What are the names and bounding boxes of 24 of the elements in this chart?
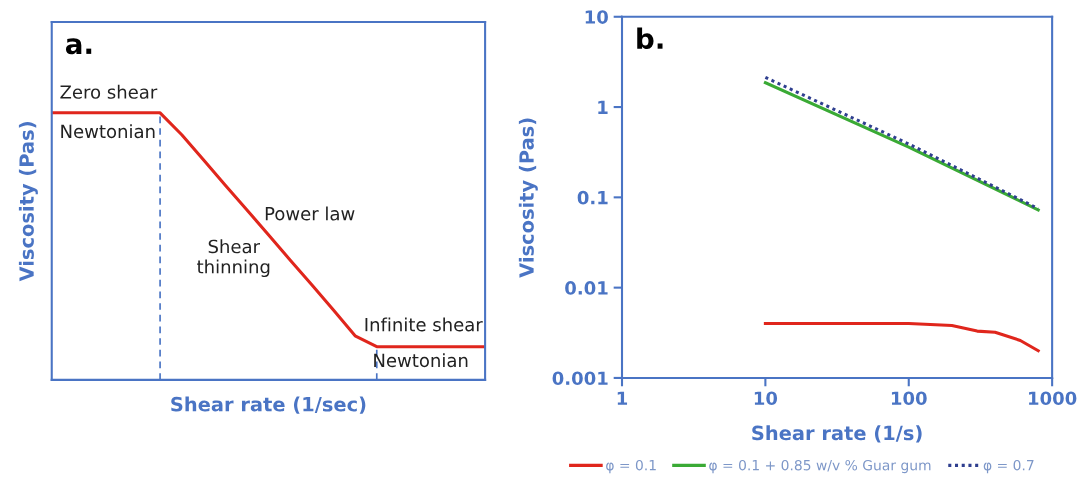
annotation: Shear thinning (197, 239, 270, 278)
y-tick-label: 10 (585, 10, 608, 24)
annotation: Power law (265, 206, 355, 221)
chart-title: b. (637, 27, 663, 50)
legend-label: φ = 0.7 (983, 459, 1034, 474)
y-tick-label: 0.001 (552, 371, 608, 386)
text: Zero shear (60, 84, 158, 99)
y-tick-label: 1 (598, 100, 608, 114)
y-axis-title: Viscosity (Pas) (518, 118, 538, 278)
y-axis-title: Viscosity (Pas) (18, 122, 38, 282)
x-tick-label: 1000 (1029, 391, 1077, 406)
x-tick-label: 10 (754, 391, 778, 406)
x-tick-label: 1 (617, 391, 628, 405)
y-tick-label: 0.01 (565, 281, 608, 295)
x-axis-title: Shear rate (1/s) (752, 425, 922, 443)
annotation: Newtonian (374, 353, 468, 368)
legend-label: φ = 0.1 (606, 459, 656, 474)
x-tick-label: 100 (891, 391, 927, 406)
legend-label: φ = 0.1 + 0.85 w/v % Guar gum (709, 459, 931, 474)
annotation: Newtonian (61, 124, 155, 139)
annotation: Infinite shear (365, 317, 483, 332)
x-axis-title: Shear rate (1/sec) (171, 396, 366, 414)
chart-title: a. (65, 38, 92, 55)
y-tick-label: 0.1 (577, 190, 608, 205)
